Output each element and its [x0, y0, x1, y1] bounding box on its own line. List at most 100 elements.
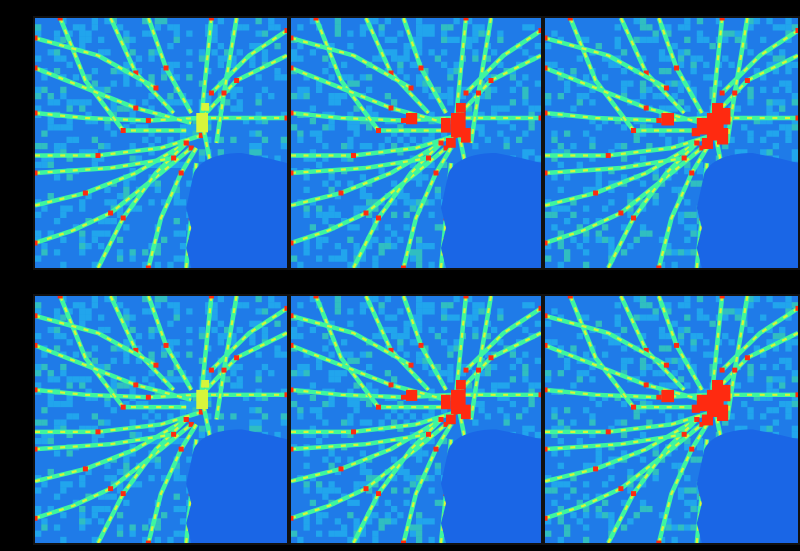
heatmap-cell — [409, 199, 416, 206]
heatmap-cell — [522, 149, 529, 156]
heatmap-cell — [217, 363, 224, 371]
heatmap-cell — [236, 24, 243, 31]
heatmap-cell — [35, 308, 42, 315]
heatmap-cell — [671, 93, 678, 100]
heatmap-cell — [316, 205, 323, 212]
heatmap-cell — [503, 143, 510, 150]
heatmap-cell — [179, 530, 187, 537]
heatmap-cell — [116, 105, 124, 112]
heatmap-cell — [98, 505, 105, 513]
traffic-hotspot-dot — [95, 153, 101, 158]
heatmap-cell — [779, 326, 786, 334]
road-line-highlight — [545, 66, 703, 125]
heatmap-cell — [753, 394, 761, 401]
heatmap-cell — [589, 118, 596, 125]
heatmap-cell — [428, 49, 435, 56]
heatmap-cell — [123, 400, 130, 408]
heatmap-cell — [316, 363, 323, 371]
heatmap-cell — [347, 155, 354, 162]
hotspot-block — [691, 128, 701, 137]
heatmap-cell — [608, 462, 615, 469]
heatmap-cell — [441, 370, 448, 377]
traffic-hotspot-dot — [82, 190, 88, 196]
heatmap-cell — [684, 168, 691, 175]
heatmap-cell — [403, 49, 410, 56]
heatmap-cell — [563, 255, 571, 262]
heatmap-cell — [620, 499, 628, 506]
heatmap-cell — [646, 24, 653, 31]
traffic-hotspot-dot — [567, 296, 573, 299]
heatmap-cell — [690, 230, 697, 237]
heatmap-cell — [534, 320, 541, 327]
heatmap-cell — [391, 326, 398, 334]
road-line-highlight — [545, 423, 703, 520]
traffic-hotspot-dot — [418, 65, 424, 71]
heatmap-cell — [230, 413, 237, 420]
traffic-hotspot-dot — [133, 105, 139, 111]
heatmap-cell — [91, 394, 98, 401]
heatmap-cell — [563, 524, 571, 531]
heatmap-cell — [779, 302, 786, 309]
heatmap-cell — [60, 314, 67, 321]
heatmap-cell — [601, 333, 609, 340]
heatmap-cell — [135, 400, 143, 408]
heatmap-cell — [303, 487, 310, 494]
heatmap-cell — [291, 124, 298, 131]
heatmap-cell — [434, 55, 441, 62]
heatmap-cell — [347, 351, 354, 358]
heatmap-cell — [589, 431, 596, 439]
heatmap-cell — [167, 345, 174, 352]
road-line-highlight — [710, 18, 724, 169]
heatmap-cell — [347, 30, 354, 37]
heatmap-cell — [316, 243, 323, 250]
heatmap-cell — [608, 425, 615, 432]
heatmap-cell — [551, 224, 558, 231]
heatmap-cell — [677, 487, 685, 494]
heatmap-cell — [123, 382, 130, 389]
road-line-highlight — [711, 54, 798, 119]
heatmap-cell — [41, 438, 48, 445]
heatmap-cell — [677, 363, 685, 371]
heatmap-cell — [639, 431, 647, 439]
heatmap-cell — [620, 174, 628, 181]
heatmap-cell — [366, 105, 373, 112]
heatmap-cell — [582, 407, 590, 414]
heatmap-cell — [728, 136, 735, 143]
heatmap-cell — [614, 36, 621, 43]
heatmap-cell — [582, 351, 590, 358]
heatmap-cell — [366, 351, 373, 358]
heatmap-cell — [614, 302, 621, 309]
heatmap-cell — [274, 320, 281, 327]
heatmap-cell — [595, 456, 602, 463]
heatmap-cell — [291, 49, 298, 56]
heatmap-cell — [280, 111, 287, 118]
heatmap-cell — [614, 143, 621, 150]
heatmap-cell — [422, 68, 429, 75]
heatmap-cell — [303, 370, 310, 377]
traffic-hotspot-dot — [363, 210, 369, 216]
heatmap-cell — [353, 249, 360, 256]
traffic-hotspot-dot — [221, 367, 227, 373]
heatmap-cell — [129, 314, 136, 321]
heatmap-cell — [167, 388, 174, 395]
traffic-hotspot-dot — [795, 392, 798, 398]
heatmap-cell — [353, 499, 360, 506]
heatmap-cell — [503, 419, 510, 426]
heatmap-cell — [620, 93, 628, 100]
heatmap-cell — [154, 518, 161, 525]
heatmap-cell — [734, 36, 742, 43]
heatmap-cell — [576, 370, 583, 377]
heatmap-cell — [428, 536, 435, 543]
heatmap-cell — [297, 363, 304, 371]
heatmap-cell — [66, 394, 73, 401]
heatmap-cell — [528, 388, 535, 395]
heatmap-cell — [497, 36, 504, 43]
traffic-hotspot-dot — [401, 265, 406, 268]
traffic-hotspot-dot — [388, 347, 394, 353]
traffic-hotspot-dot — [438, 140, 444, 146]
heatmap-cell — [129, 155, 136, 162]
heatmap-cell — [576, 518, 583, 525]
heatmap-cell — [747, 24, 754, 31]
traffic-hotspot-dot — [744, 78, 750, 83]
heatmap-cell — [297, 370, 304, 377]
